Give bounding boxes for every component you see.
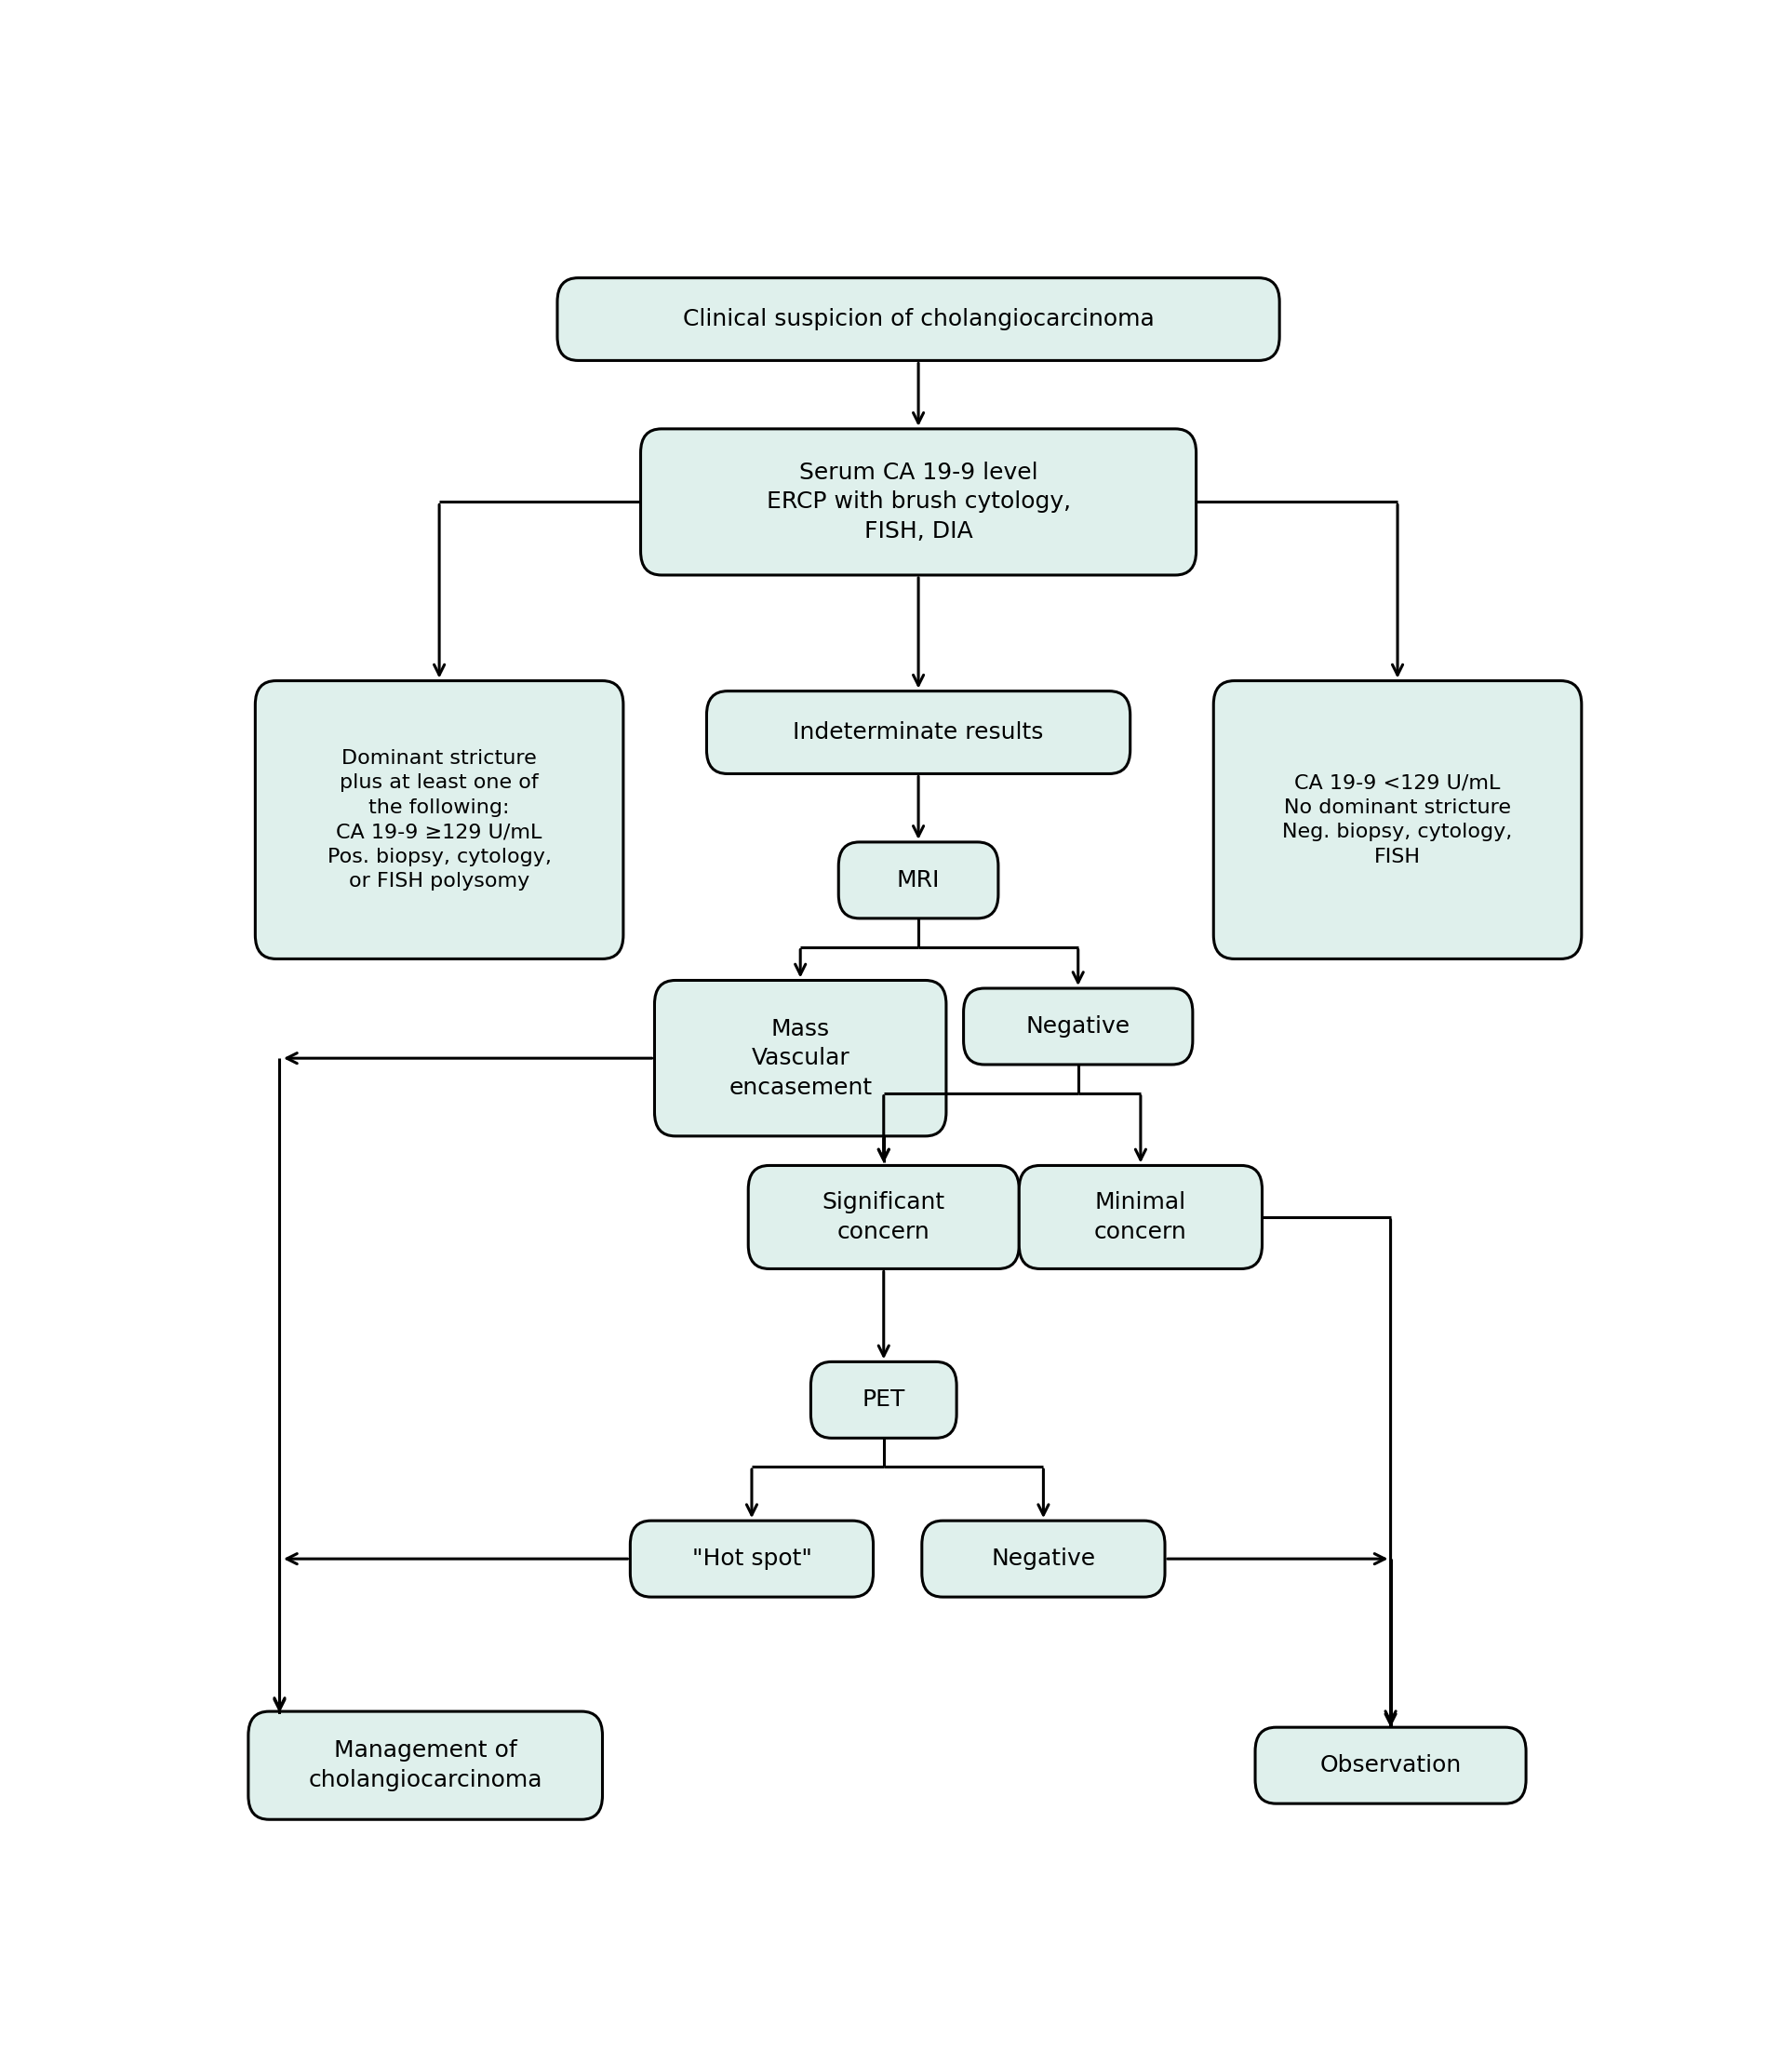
Text: "Hot spot": "Hot spot": [692, 1548, 812, 1571]
FancyBboxPatch shape: [1254, 1728, 1527, 1804]
Text: Clinical suspicion of cholangiocarcinoma: Clinical suspicion of cholangiocarcinoma: [683, 308, 1154, 330]
FancyBboxPatch shape: [921, 1521, 1165, 1598]
FancyBboxPatch shape: [749, 1166, 1020, 1269]
Text: CA 19-9 <129 U/mL
No dominant stricture
Neg. biopsy, cytology,
FISH: CA 19-9 <129 U/mL No dominant stricture …: [1283, 774, 1512, 867]
Text: Significant
concern: Significant concern: [823, 1191, 944, 1243]
Text: MRI: MRI: [896, 869, 941, 892]
FancyBboxPatch shape: [1213, 681, 1582, 960]
FancyBboxPatch shape: [642, 429, 1197, 576]
Text: Minimal
concern: Minimal concern: [1095, 1191, 1186, 1243]
FancyBboxPatch shape: [654, 980, 946, 1135]
Text: Serum CA 19-9 level
ERCP with brush cytology,
FISH, DIA: Serum CA 19-9 level ERCP with brush cyto…: [767, 462, 1070, 543]
Text: Negative: Negative: [1027, 1015, 1131, 1038]
FancyBboxPatch shape: [706, 691, 1131, 774]
FancyBboxPatch shape: [249, 1711, 602, 1820]
Text: PET: PET: [862, 1389, 905, 1412]
Text: Negative: Negative: [991, 1548, 1095, 1571]
FancyBboxPatch shape: [631, 1521, 873, 1598]
Text: Indeterminate results: Indeterminate results: [794, 720, 1043, 743]
FancyBboxPatch shape: [557, 279, 1279, 361]
Text: Dominant stricture
plus at least one of
the following:
CA 19-9 ≥129 U/mL
Pos. bi: Dominant stricture plus at least one of …: [328, 749, 552, 890]
FancyBboxPatch shape: [254, 681, 624, 960]
Text: Management of
cholangiocarcinoma: Management of cholangiocarcinoma: [308, 1740, 543, 1792]
FancyBboxPatch shape: [810, 1362, 957, 1439]
Text: Observation: Observation: [1319, 1754, 1462, 1777]
FancyBboxPatch shape: [964, 989, 1193, 1065]
Text: Mass
Vascular
encasement: Mass Vascular encasement: [729, 1018, 873, 1098]
FancyBboxPatch shape: [839, 842, 998, 918]
FancyBboxPatch shape: [1020, 1166, 1262, 1269]
